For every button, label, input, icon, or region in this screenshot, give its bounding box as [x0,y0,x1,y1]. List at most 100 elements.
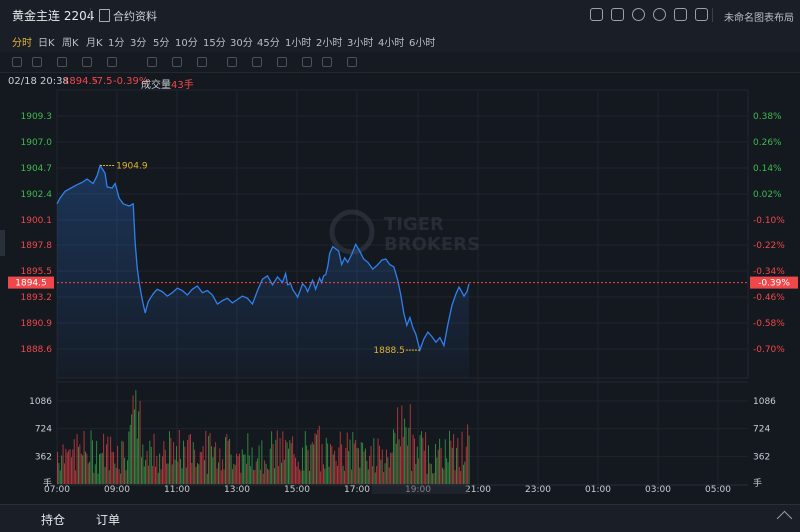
refresh-icon[interactable] [632,8,645,21]
toolbar-icons [590,8,708,21]
tab-positions[interactable]: 持仓 [41,513,66,527]
fib-tool-icon[interactable] [197,57,207,67]
volume-bar [104,467,106,484]
price-chart[interactable]: 1909.3 0.38% 1907.0 0.26% 1904.7 0.14% 1902.4 0… [0,0,800,504]
volume-bar [236,453,238,484]
timeframe-15[interactable]: 6小时 [409,38,436,49]
timeframe-0[interactable]: 分时 [12,38,32,49]
volume-bar [338,447,340,484]
timeframe-6[interactable]: 5分 [153,38,170,49]
volume-axis-label: 724 [35,425,52,435]
volume-bar [108,470,110,484]
timeframe-5[interactable]: 3分 [130,38,147,49]
volume-bar [135,390,137,484]
volume-bar [463,464,464,484]
timeframe-14[interactable]: 4小时 [378,38,405,49]
link-icon[interactable] [302,57,312,67]
volume-bar [149,440,151,484]
volume-bar [450,440,452,484]
arrow-tool-icon[interactable] [147,57,157,67]
volume-bar [321,444,323,484]
edit-icon[interactable] [611,8,624,21]
volume-bar [416,446,418,484]
volume-bar [180,458,182,484]
magnet-icon[interactable] [227,57,237,67]
trendline-tool-icon[interactable] [12,57,22,67]
timeframe-9[interactable]: 30分 [230,38,253,49]
brush-tool-icon[interactable] [107,57,117,67]
text-tool-icon[interactable] [82,57,92,67]
volume-bar [97,473,99,484]
fullscreen-icon[interactable] [674,8,687,21]
timeframe-7[interactable]: 10分 [175,38,198,49]
ray-tool-icon[interactable] [57,57,67,67]
volume-bar [290,443,292,484]
volume-bar [237,456,239,484]
contract-info-link[interactable]: 合约资料 [113,10,157,23]
price-line [56,163,470,353]
timeframe-4[interactable]: 1分 [108,38,125,49]
volume-bar [152,466,154,484]
volume-bar [275,439,277,484]
volume-bar [345,447,347,484]
timeframe-10[interactable]: 45分 [257,38,280,49]
volume-bar [194,449,196,484]
volume-bar [381,449,383,484]
drawing-toolbar [0,52,800,73]
pct-axis-label: -0.58% [753,319,785,329]
document-icon[interactable] [99,9,110,22]
eye-icon[interactable] [277,57,287,67]
volume-bar [250,466,252,484]
volume-bar [174,459,176,484]
quote-change-pct: -0.39% [113,76,149,87]
volume-bar [386,449,387,484]
volume-bar [465,446,467,484]
price-axis-label: 1907.0 [21,138,53,148]
gear-icon[interactable] [653,8,666,21]
volume-bar [197,463,198,484]
timeframe-8[interactable]: 15分 [203,38,226,49]
volume-bar [335,460,337,484]
volume-bar [191,463,193,484]
volume-bar [374,472,376,484]
volume-bar [457,438,459,484]
volume-bar [202,446,204,484]
volume-bar [421,431,422,484]
volume-bar [398,439,400,484]
volume-axis-label-right: 1086 [753,397,776,407]
volume-bar [139,401,141,484]
volume-bar [218,462,219,484]
timeframe-11[interactable]: 1小时 [285,38,312,49]
timeframe-1[interactable]: 日K [38,38,55,49]
chart-layout-button[interactable]: 未命名图表布局 [724,13,794,24]
camera-icon[interactable] [695,8,708,21]
volume-bar [293,454,295,484]
timeframe-2[interactable]: 周K [62,38,79,49]
volume-bar [359,467,361,484]
volume-bar [456,447,457,484]
divider [712,8,713,22]
timeframe-3[interactable]: 月K [86,38,103,49]
volume-bar [285,439,287,484]
volume-bar [229,438,231,484]
tab-orders[interactable]: 订单 [96,513,121,527]
volume-bar [412,434,414,484]
monitor-icon[interactable] [590,8,603,21]
measure-tool-icon[interactable] [172,57,182,67]
volume-bar [247,433,249,484]
chevron-up-icon[interactable] [776,510,793,527]
trash-icon[interactable] [347,57,357,67]
copy-icon[interactable] [322,57,332,67]
volume-bar [142,444,144,484]
volume-bar [341,444,343,484]
timeframe-12[interactable]: 2小时 [316,38,343,49]
volume-bar [215,442,217,484]
volume-bar [267,468,268,484]
timeframe-13[interactable]: 3小时 [347,38,374,49]
volume-bar [244,454,246,484]
panel-handle[interactable] [0,230,5,256]
volume-bar [209,432,211,484]
crosshair-tool-icon[interactable] [32,57,42,67]
volume-axis-label-right: 362 [753,452,770,462]
lock-icon[interactable] [252,57,262,67]
